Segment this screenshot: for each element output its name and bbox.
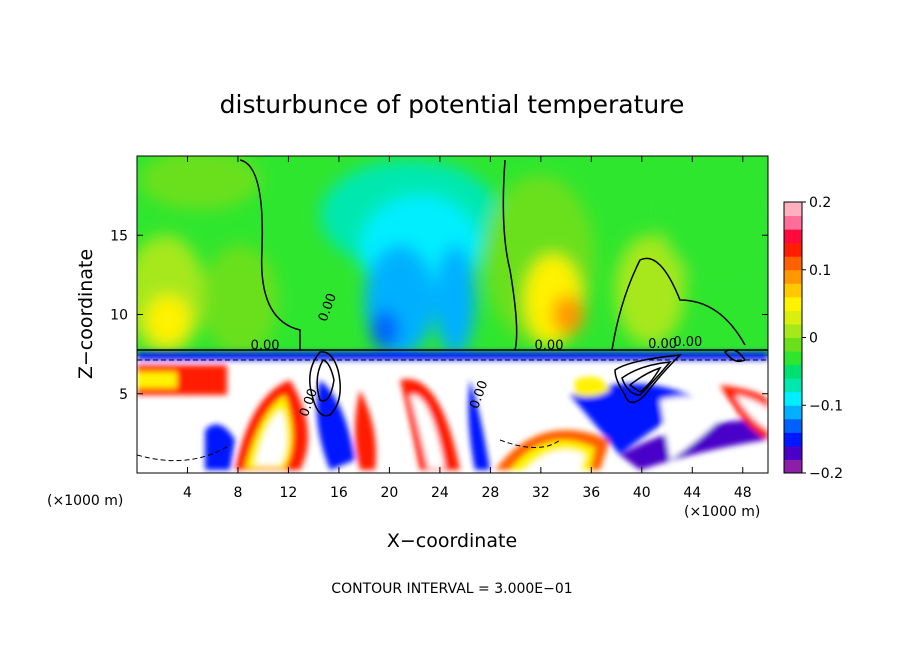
contour-label: 0.00 <box>673 335 702 350</box>
x-tick-label: 4 <box>183 485 192 501</box>
contour-label: 0.00 <box>535 338 564 353</box>
x-axis: 4 8 12 16 20 24 28 32 36 40 44 48 <box>183 156 752 501</box>
contour-label: 0.00 <box>251 338 280 353</box>
colorbar-swatch <box>784 445 802 460</box>
x-tick-label: 12 <box>280 485 298 501</box>
colorbar-tick-label: 0 <box>809 331 818 347</box>
colorbar-swatch <box>784 323 802 338</box>
x-tick-label: 28 <box>481 485 499 501</box>
colorbar-swatch <box>784 364 802 379</box>
colorbar-tick-label: 0.1 <box>809 263 831 279</box>
colorbar-swatch <box>784 296 802 311</box>
y-unit-right: (×1000 m) <box>684 504 760 520</box>
colorbar-swatch <box>784 283 802 298</box>
y-axis-label: Z−coordinate <box>75 249 97 379</box>
y-axis: 5 10 15 <box>110 228 768 403</box>
colorbar-swatch <box>784 229 802 244</box>
colorbar-swatch <box>784 351 802 366</box>
colorbar-swatch <box>784 269 802 284</box>
x-unit-left: (×1000 m) <box>47 493 123 509</box>
colorbar-swatch <box>784 215 802 230</box>
x-tick-label: 48 <box>734 485 752 501</box>
y-tick-label: 5 <box>119 387 128 403</box>
x-tick-label: 8 <box>233 485 242 501</box>
colorbar-swatch <box>784 459 802 474</box>
colorbar-swatch <box>784 310 802 325</box>
x-tick-label: 44 <box>683 485 701 501</box>
x-tick-label: 20 <box>380 485 398 501</box>
colorbar: 0.2 0.1 0 −0.1 −0.2 <box>783 195 843 482</box>
y-tick-label: 15 <box>110 228 128 244</box>
x-axis-label: X−coordinate <box>387 530 517 552</box>
colorbar-swatch <box>784 202 802 217</box>
colorbar-tick-label: 0.2 <box>809 195 831 211</box>
colorbar-tick-label: −0.1 <box>809 398 843 414</box>
colorbar-swatch <box>784 378 802 393</box>
colorbar-tick-label: −0.2 <box>809 466 843 482</box>
colorbar-swatch <box>784 256 802 271</box>
x-tick-label: 16 <box>330 485 348 501</box>
chart-title: disturbunce of potential temperature <box>220 90 685 119</box>
colorbar-swatch <box>784 242 802 257</box>
colorbar-swatch <box>784 337 802 352</box>
colorbar-swatch <box>784 391 802 406</box>
x-tick-label: 24 <box>431 485 449 501</box>
contour-interval: CONTOUR INTERVAL = 3.000E−01 <box>331 581 572 597</box>
plot-area <box>137 156 768 473</box>
x-tick-label: 32 <box>532 485 550 501</box>
y-tick-label: 10 <box>110 308 128 324</box>
x-tick-label: 40 <box>633 485 651 501</box>
x-tick-label: 36 <box>582 485 600 501</box>
contour-label: 0.00 <box>648 337 677 352</box>
colorbar-swatch <box>784 405 802 420</box>
colorbar-swatch <box>784 418 802 433</box>
colorbar-swatch <box>784 432 802 447</box>
